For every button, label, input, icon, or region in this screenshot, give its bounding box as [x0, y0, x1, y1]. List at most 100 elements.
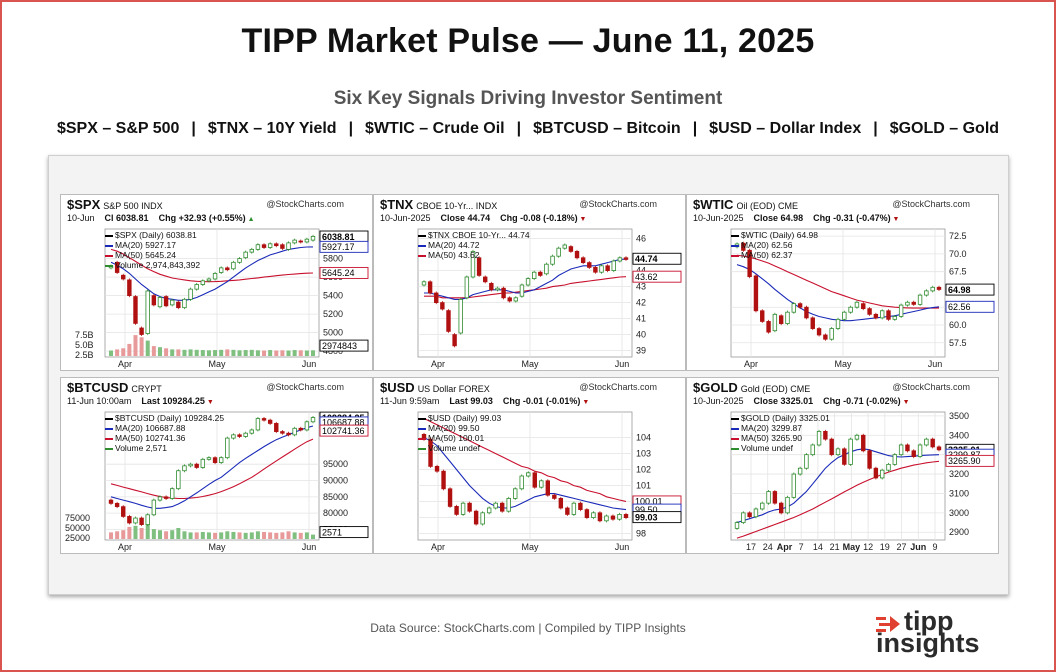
candle-body [917, 444, 923, 458]
candle-body [930, 286, 935, 292]
volume-bar [274, 532, 279, 539]
chart-description: CRYPT [131, 384, 162, 394]
volume-bar [121, 530, 126, 539]
candle-body [151, 499, 157, 516]
y-tick-label: 5400 [323, 291, 343, 301]
candle-body [298, 427, 303, 431]
x-tick-label: Jun [615, 542, 630, 552]
volume-tick-label: 7.5B [75, 330, 94, 340]
candle-body [194, 463, 199, 468]
candle-body [310, 236, 316, 241]
candle-body [550, 255, 555, 265]
candle-body [145, 514, 150, 525]
y-tick-label: 44 [636, 266, 646, 276]
x-tick-label: May [834, 359, 852, 369]
volume-tick-label: 25000 [65, 533, 90, 543]
candle-body [157, 297, 163, 308]
volume-bar [115, 349, 120, 356]
chart-symbol: $WTIC [693, 197, 734, 212]
down-triangle-icon: ▼ [204, 399, 214, 406]
chart-legend-entry: $GOLD (Daily) 3325.01 [731, 413, 830, 423]
candle-body [486, 507, 492, 514]
candle-body [133, 517, 138, 524]
legend-swatch [105, 264, 113, 267]
ma50-line [110, 438, 314, 500]
candle-body [810, 317, 815, 329]
candle-body [924, 438, 929, 446]
volume-bar [194, 349, 199, 356]
chart-legend-entry: MA(20) 5927.17 [105, 240, 176, 250]
chart-symbol: $USD [380, 380, 415, 395]
price-tag-label: 6038.81 [322, 232, 355, 242]
volume-bar [298, 532, 303, 539]
volume-bar [213, 350, 218, 356]
candle-body [905, 444, 910, 452]
candle-body [785, 311, 790, 324]
x-tick-label: Apr [744, 359, 758, 369]
price-tag-box [632, 252, 682, 265]
candle-body [617, 257, 623, 262]
plot-area [730, 411, 946, 541]
quote-change: Chg -0.31 (-0.47%) [813, 213, 891, 223]
price-tag-box [632, 270, 682, 283]
chart-quote-line: 10-Jun-2025 Close 3325.01 Chg -0.71 (-0.02… [693, 396, 910, 406]
candle-body [565, 507, 570, 515]
candle-body [298, 240, 303, 243]
quote-date: 11-Jun 9:59am [380, 396, 440, 406]
candle-body [280, 244, 285, 249]
x-tick-label: Jun [615, 359, 630, 369]
chart-source-credit: @StockCharts.com [266, 199, 344, 209]
volume-bar [231, 349, 236, 356]
up-triangle-icon: ▲ [245, 216, 255, 223]
y-tick-label: 2900 [949, 527, 969, 537]
volume-tick-label: 5.0B [75, 340, 94, 350]
legend-swatch [418, 417, 426, 420]
candle-body [842, 311, 847, 320]
volume-bar [213, 532, 218, 539]
quote-close: Last 109284.25 [141, 396, 205, 406]
x-tick-label: Apr [777, 542, 793, 552]
candle-body [434, 466, 440, 472]
chart-legend-entry: MA(20) 3299.87 [731, 423, 802, 433]
legend-swatch [105, 427, 113, 430]
chart-legend-entry: MA(50) 3265.90 [731, 433, 802, 443]
candle-body [593, 267, 598, 273]
candle-body [623, 257, 629, 260]
price-tag-label: 102741.36 [322, 426, 365, 436]
chart-symbol: $GOLD [693, 380, 738, 395]
candle-body [597, 512, 603, 522]
candle-body [835, 318, 841, 329]
volume-bar [121, 348, 126, 356]
separator: | [348, 120, 354, 137]
page-subtitle: Six Key Signals Driving Investor Sentime… [333, 88, 723, 109]
price-tag-label: 64.98 [948, 285, 971, 295]
candle-body [121, 506, 126, 517]
price-tag-box [945, 300, 995, 313]
candle-body [611, 260, 616, 272]
candle-body [231, 434, 236, 439]
legend-swatch [418, 437, 426, 440]
candle-body [835, 448, 841, 456]
quote-date: 10-Jun [67, 213, 95, 223]
candle-body [519, 475, 524, 490]
candle-body [458, 299, 463, 334]
x-tick-label: 17 [746, 542, 756, 552]
candle-body [108, 499, 114, 504]
candle-body [206, 457, 212, 460]
quote-close: Close 3325.01 [753, 396, 814, 406]
chart-usd: 1041031021011009998AprMayJun100.0199.509… [373, 377, 686, 554]
volume-bar [255, 350, 260, 356]
price-tag-label: 44.74 [635, 254, 658, 264]
candle-body [568, 246, 574, 252]
candle-body [873, 467, 879, 479]
candle-body [170, 299, 175, 306]
candle-body [133, 296, 138, 324]
candle-body [854, 301, 860, 308]
ma50-line [736, 460, 940, 539]
legend-swatch [105, 234, 113, 237]
volume-bar [255, 531, 260, 539]
x-tick-label: 14 [813, 542, 823, 552]
x-tick-label: 27 [897, 542, 907, 552]
candle-body [848, 438, 853, 465]
candle-body [274, 243, 279, 247]
